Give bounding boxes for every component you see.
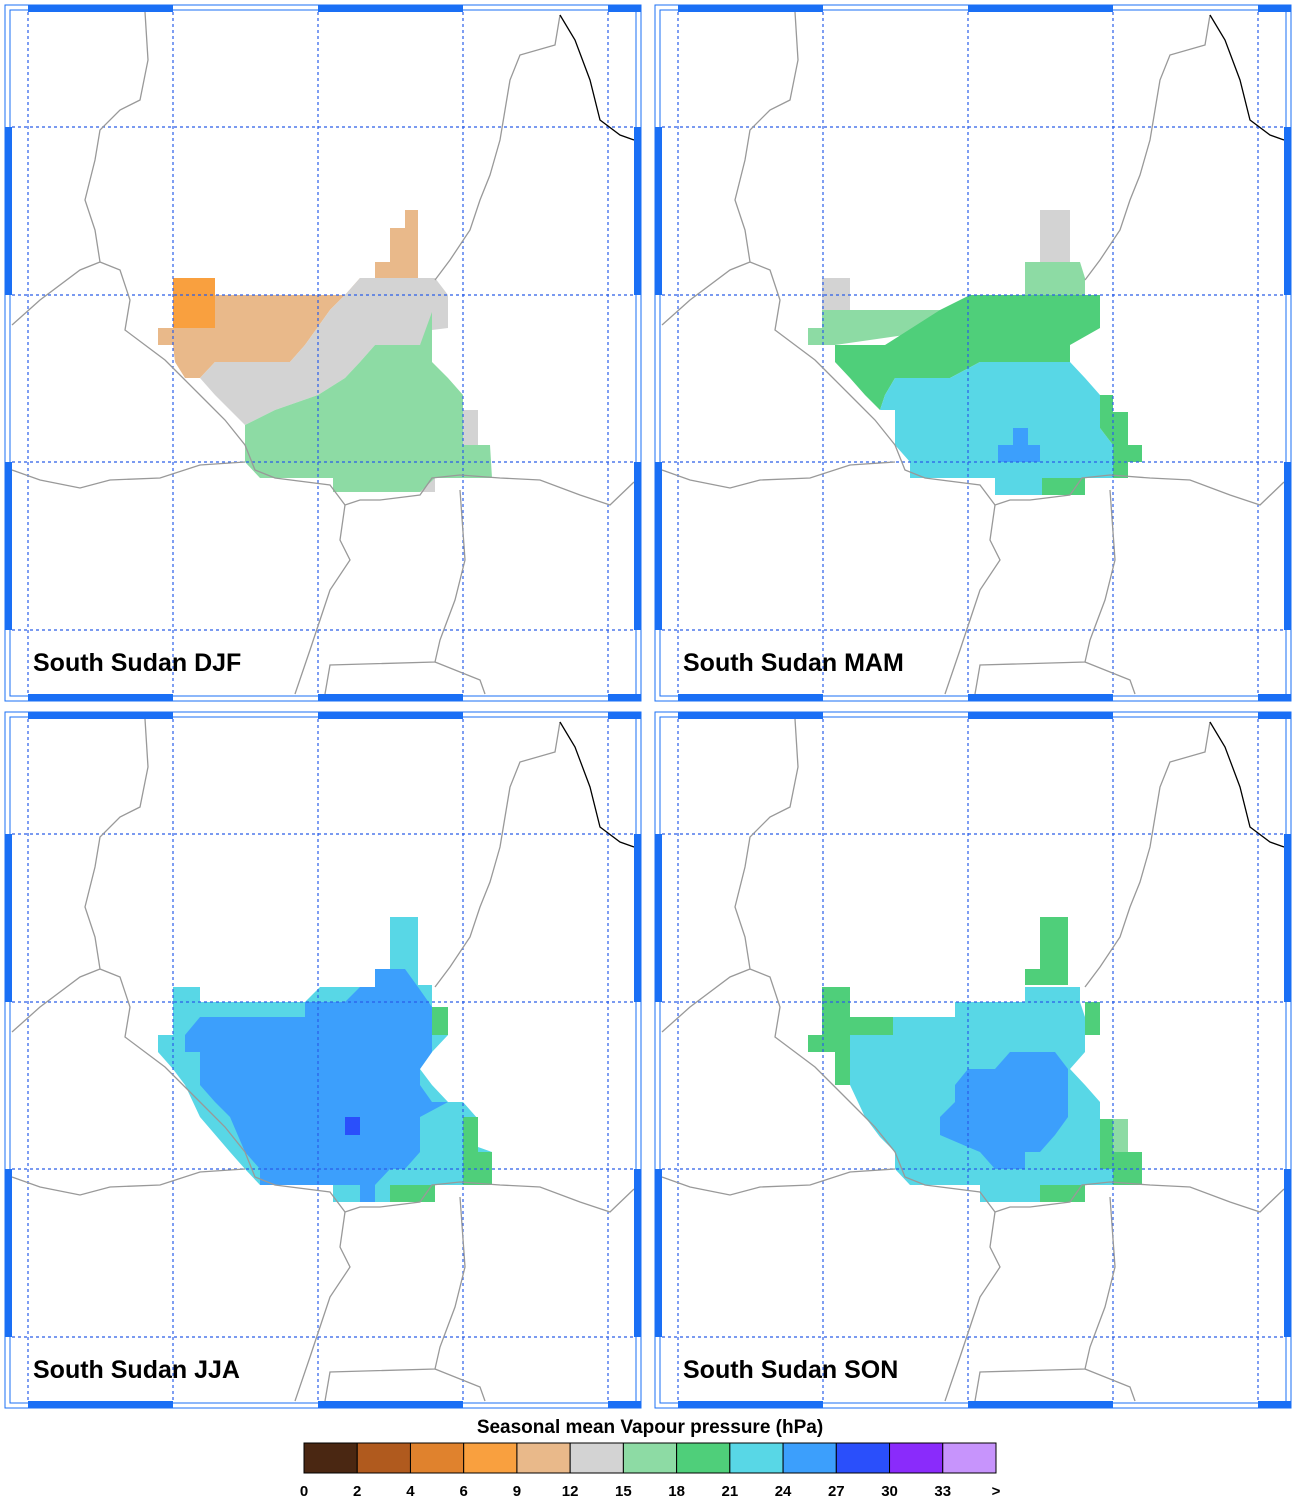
region: [173, 278, 215, 328]
colorbar-label: 15: [615, 1483, 632, 1500]
region: [1042, 478, 1085, 495]
region: [940, 1052, 1068, 1169]
colorbar-label: 9: [513, 1483, 521, 1500]
colorbar-bin: [835, 1442, 891, 1474]
panel-title: South Sudan SON: [683, 1356, 898, 1384]
region: [835, 295, 1100, 410]
colorbar-label: 24: [775, 1483, 792, 1500]
region: [1040, 1185, 1085, 1202]
shading: [808, 917, 1142, 1202]
panel-title: South Sudan DJF: [33, 649, 241, 677]
colorbar-label: 0: [300, 1483, 308, 1500]
panel: South Sudan MAM: [654, 4, 1292, 702]
region: [1100, 395, 1142, 478]
region: [200, 278, 448, 425]
colorbar-bin: [303, 1442, 358, 1474]
panel-title: South Sudan MAM: [683, 649, 904, 677]
colorbar: 0 2 4 6 9 12 15 18 21 24 27 30 33 >: [300, 1442, 1001, 1500]
colorbar-title: Seasonal mean Vapour pressure (hPa): [477, 1417, 823, 1438]
colorbar-label: 27: [828, 1483, 845, 1500]
region: [432, 1007, 448, 1035]
colorbar-bin: [622, 1442, 678, 1474]
colorbar-label: 6: [460, 1483, 468, 1500]
colorbar-label: 2: [353, 1483, 361, 1500]
colorbar-bin: [516, 1442, 571, 1474]
region: [808, 987, 893, 1085]
region: [158, 210, 418, 378]
region: [880, 362, 1113, 495]
panel-title: South Sudan JJA: [33, 1356, 240, 1384]
panel: South Sudan JJA: [4, 711, 642, 1409]
region: [1040, 210, 1070, 262]
region: [463, 410, 478, 445]
region: [1085, 1002, 1100, 1035]
panel: South Sudan SON: [654, 711, 1292, 1409]
region: [808, 262, 1085, 345]
region: [822, 278, 850, 310]
colorbar-bin: [356, 1442, 411, 1474]
colorbar-bin: [782, 1442, 837, 1474]
colorbar-label: 33: [934, 1483, 951, 1500]
colorbar-label: 30: [881, 1483, 898, 1500]
colorbar-bin: [569, 1442, 624, 1474]
panel: South Sudan DJF: [4, 4, 642, 702]
region: [345, 1117, 360, 1135]
colorbar-label: 21: [722, 1483, 739, 1500]
colorbar-label: 18: [668, 1483, 685, 1500]
colorbar-bin: [676, 1442, 731, 1474]
colorbar-bin: [942, 1442, 997, 1474]
shading: [158, 917, 492, 1202]
colorbar-bin: [463, 1442, 518, 1474]
colorbar-bin: [409, 1442, 465, 1474]
shading: [808, 210, 1142, 495]
region: [1113, 1119, 1128, 1152]
region: [998, 428, 1040, 462]
colorbar-label: 12: [562, 1483, 579, 1500]
colorbar-bin: [889, 1442, 944, 1474]
region: [1025, 917, 1068, 985]
region: [245, 312, 492, 492]
shading: [158, 210, 492, 492]
colorbar-label: >: [992, 1483, 1001, 1500]
region: [463, 1117, 478, 1152]
region: [390, 1185, 435, 1202]
colorbar-bin: [729, 1442, 784, 1474]
colorbar-label: 4: [406, 1483, 415, 1500]
region: [185, 969, 448, 1202]
